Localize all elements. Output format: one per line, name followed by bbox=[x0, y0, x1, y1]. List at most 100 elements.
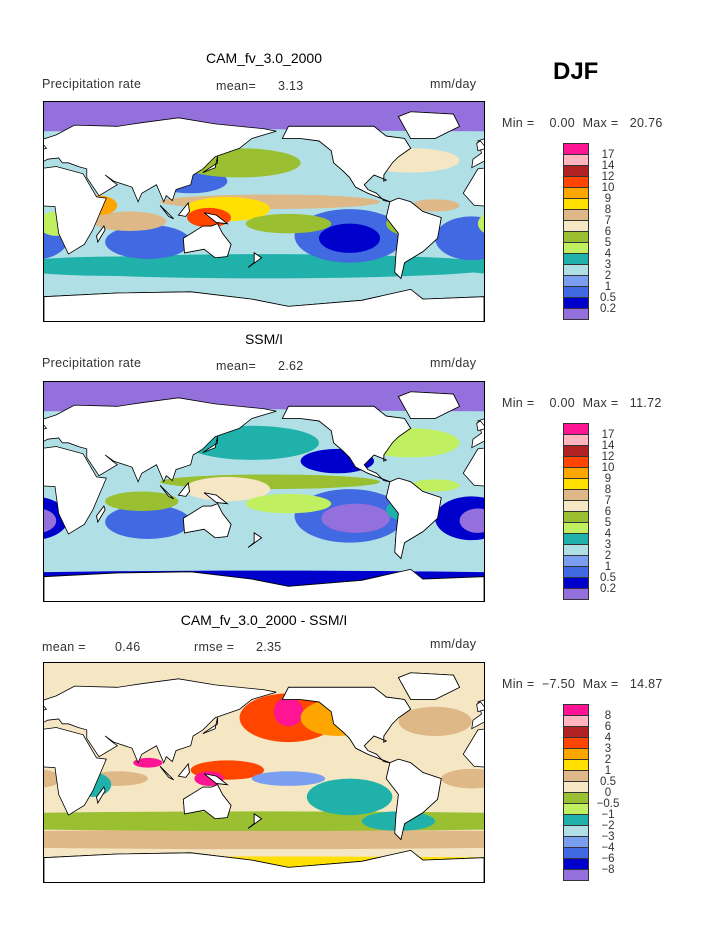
colorbar-label: 8 bbox=[604, 204, 612, 216]
coastline-antarctica bbox=[44, 849, 484, 882]
colorbar-label: 9 bbox=[604, 473, 612, 485]
coastline-madagascar bbox=[96, 786, 106, 804]
precip-field-region bbox=[306, 778, 393, 816]
precip-field-region bbox=[105, 504, 191, 539]
coastline-africa bbox=[44, 727, 107, 816]
panel2-mean-label: mean= bbox=[216, 359, 257, 373]
coastline-nz bbox=[247, 532, 263, 548]
coastline-madagascar bbox=[96, 505, 106, 523]
panel1-minmax: Min = 0.00 Max = 20.76 bbox=[502, 116, 663, 130]
panel1-mean-value: 3.13 bbox=[278, 79, 304, 93]
coastline-australia bbox=[182, 223, 232, 259]
precip-field-region bbox=[410, 199, 460, 212]
coastline-samerica bbox=[385, 197, 442, 280]
coastline-uk bbox=[44, 705, 48, 711]
coastline-africa bbox=[44, 446, 107, 535]
coastline-greenland bbox=[397, 391, 461, 419]
coastline-japan bbox=[202, 436, 218, 453]
colorbar-label: −4 bbox=[601, 842, 615, 854]
panel2-variable-label: Precipitation rate bbox=[42, 356, 142, 370]
colorbar-label: 6 bbox=[604, 506, 612, 518]
colorbar-label: 0 bbox=[604, 787, 612, 799]
colorbar-label: 10 bbox=[601, 462, 615, 474]
coastline-uk bbox=[476, 701, 484, 713]
coastline-nz bbox=[247, 813, 263, 829]
coastline-namerica bbox=[281, 686, 412, 764]
coastline-japan bbox=[202, 156, 218, 173]
colorbar-label: 4 bbox=[604, 528, 612, 540]
coastline-australia bbox=[182, 784, 232, 820]
panel3-rmse-label: rmse = bbox=[194, 640, 235, 654]
precip-field-region bbox=[441, 768, 484, 789]
colorbar-label: 0.2 bbox=[600, 583, 616, 595]
colorbar-swatch bbox=[563, 869, 589, 881]
colorbar-label: −6 bbox=[601, 853, 615, 865]
coastline-japan bbox=[202, 717, 218, 734]
precip-field-region bbox=[459, 508, 484, 533]
coastline-sumatra bbox=[159, 766, 174, 781]
colorbar-label: −1 bbox=[601, 809, 615, 821]
panel2-title: SSM/I bbox=[244, 331, 284, 347]
colorbar-label: −0.5 bbox=[596, 798, 620, 810]
colorbar-label: 14 bbox=[601, 160, 615, 172]
coastline-uk bbox=[476, 140, 484, 152]
coastline-eurasia bbox=[44, 397, 277, 483]
panel2-map bbox=[43, 381, 485, 602]
coastline-sumatra bbox=[159, 485, 174, 500]
panel3-units: mm/day bbox=[430, 637, 477, 651]
precip-field-region bbox=[410, 479, 460, 492]
colorbar-label: −3 bbox=[601, 831, 615, 843]
colorbar-label: 12 bbox=[601, 171, 615, 183]
panel2-mean-value: 2.62 bbox=[278, 359, 304, 373]
coastline-uk bbox=[44, 144, 48, 150]
colorbar-label: 9 bbox=[604, 193, 612, 205]
coastline-namerica bbox=[281, 405, 412, 483]
coastline-africa bbox=[462, 447, 484, 487]
coastline-uk bbox=[44, 424, 48, 430]
colorbar-label: 1 bbox=[604, 281, 612, 293]
panel3-mean-value: 0.46 bbox=[115, 640, 141, 654]
panel2-units: mm/day bbox=[430, 356, 477, 370]
precip-field-region bbox=[184, 476, 271, 502]
colorbar-label: 2 bbox=[604, 754, 612, 766]
season-label: DJF bbox=[553, 58, 599, 85]
precip-field-region bbox=[245, 493, 332, 514]
precip-field-region bbox=[319, 223, 381, 253]
coastline-nz bbox=[247, 252, 263, 268]
coastline-uk bbox=[476, 420, 484, 432]
colorbar-label: 3 bbox=[604, 259, 612, 271]
colorbar-label: 1 bbox=[604, 765, 612, 777]
colorbar-label: 7 bbox=[604, 495, 612, 507]
coastline-eurasia bbox=[44, 117, 277, 203]
panel3-mean-label: mean = bbox=[42, 640, 86, 654]
precip-field-region bbox=[92, 211, 167, 231]
precip-field-region bbox=[477, 214, 484, 233]
colorbar-label: 6 bbox=[604, 721, 612, 733]
precip-field-region bbox=[245, 213, 332, 234]
coastline-newguinea bbox=[203, 492, 229, 505]
coastline-africa bbox=[462, 167, 484, 207]
colorbar-label: 10 bbox=[601, 182, 615, 194]
panel3-rmse-value: 2.35 bbox=[256, 640, 282, 654]
precip-field-region bbox=[44, 534, 484, 559]
colorbar-label: 2 bbox=[604, 270, 612, 282]
colorbar-label: 17 bbox=[601, 149, 615, 161]
panel3-minmax: Min = −7.50 Max = 14.87 bbox=[502, 677, 663, 691]
precip-field-region bbox=[273, 697, 304, 727]
colorbar-label: 0.5 bbox=[600, 776, 616, 788]
coastline-eurasia bbox=[44, 678, 277, 764]
colorbar-label: 4 bbox=[604, 248, 612, 260]
panel3-title: CAM_fv_3.0_2000 - SSM/I bbox=[180, 612, 348, 628]
coastline-africa bbox=[44, 166, 107, 255]
coastline-sumatra bbox=[159, 205, 174, 220]
coastline-newguinea bbox=[203, 212, 229, 225]
precip-field-region bbox=[435, 216, 484, 261]
precip-field-region bbox=[447, 258, 484, 274]
colorbar-label: 4 bbox=[604, 732, 612, 744]
panel1-mean-label: mean= bbox=[216, 79, 257, 93]
colorbar-label: 0.5 bbox=[600, 292, 616, 304]
coastline-antarctica bbox=[44, 288, 484, 321]
precip-field-region bbox=[105, 224, 191, 259]
colorbar-label: 14 bbox=[601, 440, 615, 452]
